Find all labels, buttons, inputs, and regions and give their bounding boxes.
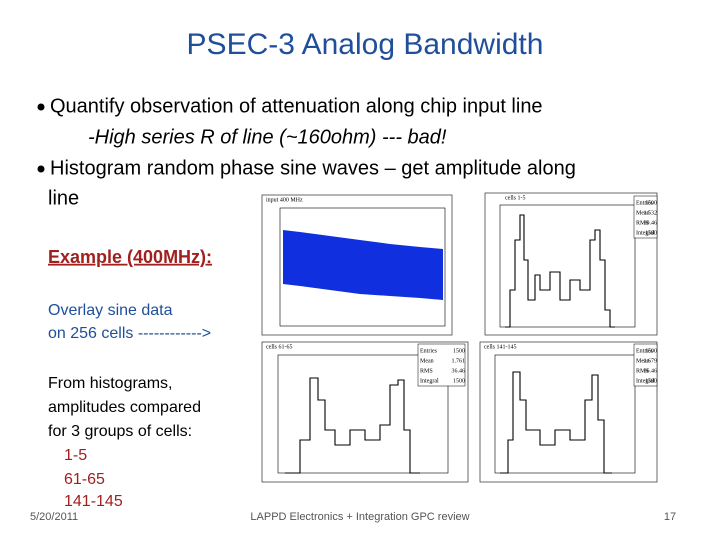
stat-name: RMS bbox=[420, 368, 433, 374]
waveform-plot: input 400 MHz bbox=[261, 194, 453, 336]
stat-value: -1.679 bbox=[642, 358, 658, 364]
stat-value: 1500 bbox=[645, 200, 657, 206]
histogram-plot: cells 61-65 bbox=[261, 341, 469, 483]
stat-value: 1500 bbox=[645, 230, 657, 236]
stat-value: 1500 bbox=[453, 378, 465, 384]
stat-value: 1.761 bbox=[452, 358, 466, 364]
page-number: 17 bbox=[664, 511, 676, 523]
stat-name: Mean bbox=[420, 358, 434, 364]
note: From histograms, bbox=[48, 375, 172, 392]
note: for 3 groups of cells: bbox=[48, 423, 192, 440]
example-heading: Example (400MHz): bbox=[48, 247, 212, 267]
stat-value: 1500 bbox=[645, 378, 657, 384]
stat-name: Entries bbox=[636, 200, 654, 206]
stat-name: Entries bbox=[636, 348, 654, 354]
bullet-dot bbox=[37, 165, 45, 173]
stat-value: 36.46 bbox=[644, 368, 658, 374]
stat-value: 1500 bbox=[645, 348, 657, 354]
plot-title: input 400 MHz bbox=[266, 197, 303, 203]
histogram-plot: cells 1-5 bbox=[484, 192, 658, 336]
stat-name: Entries bbox=[420, 348, 438, 354]
plot-title: cells 61-65 bbox=[266, 344, 293, 350]
sub-bullet: -High series R of line (~160ohm) --- bad… bbox=[88, 126, 447, 148]
footer-date: 5/20/2011 bbox=[30, 511, 78, 523]
plot-title: cells 1-5 bbox=[505, 195, 526, 201]
bullet: line bbox=[48, 187, 79, 209]
stat-name: Integral bbox=[636, 378, 655, 384]
stat-value: 1.532 bbox=[644, 210, 658, 216]
stat-name: Mean bbox=[636, 210, 650, 216]
bullet: Quantify observation of attenuation alon… bbox=[50, 95, 543, 117]
bullet: Histogram random phase sine waves – get … bbox=[50, 157, 576, 179]
note: Overlay sine data bbox=[48, 302, 173, 319]
group: 1-5 bbox=[64, 447, 87, 464]
plot-title: cells 141-145 bbox=[484, 344, 517, 350]
bullet-dot bbox=[37, 103, 45, 111]
histogram-plot: cells 141-145 bbox=[479, 341, 658, 483]
stat-value: 30.46 bbox=[644, 220, 658, 226]
stat-name: Integral bbox=[636, 230, 655, 236]
note: amplitudes compared bbox=[48, 399, 201, 416]
note: on 256 cells ------------> bbox=[48, 325, 211, 342]
stat-name: RMS bbox=[636, 368, 649, 374]
stat-value: 36.46 bbox=[452, 368, 466, 374]
stat-name: RMS bbox=[636, 220, 649, 226]
footer-text: LAPPD Electronics + Integration GPC revi… bbox=[250, 511, 469, 523]
stat-value: 1500 bbox=[453, 348, 465, 354]
group: 141-145 bbox=[64, 493, 123, 510]
stat-name: Integral bbox=[420, 378, 439, 384]
stat-name: Mean bbox=[636, 358, 650, 364]
group: 61-65 bbox=[64, 471, 105, 488]
title: PSEC-3 Analog Bandwidth bbox=[187, 28, 544, 61]
